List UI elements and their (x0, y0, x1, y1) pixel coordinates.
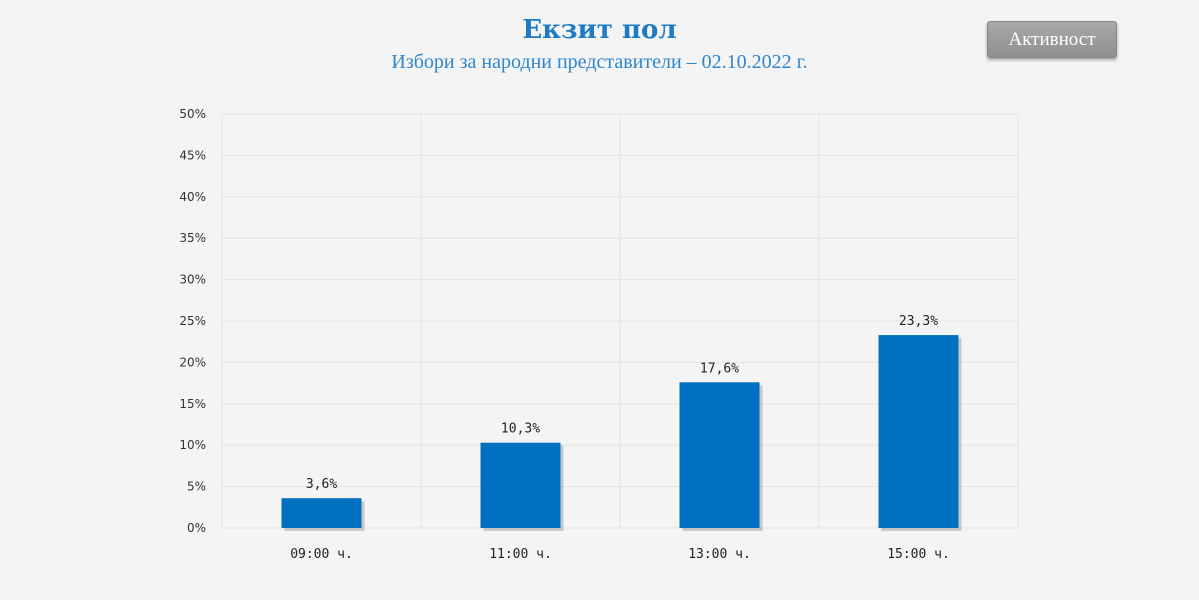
y-tick-label: 30% (179, 273, 206, 287)
y-tick-label: 50% (179, 107, 206, 121)
chart-subtitle: Избори за народни представители – 02.10.… (391, 51, 808, 73)
category-label: 13:00 ч. (688, 547, 751, 562)
y-tick-label: 25% (179, 314, 206, 328)
category-label: 11:00 ч. (489, 547, 552, 562)
bar (878, 335, 959, 528)
data-label: 23,3% (899, 314, 938, 329)
y-tick-label: 15% (179, 397, 206, 411)
data-label: 17,6% (700, 361, 739, 376)
data-labels: 3,6% 10,3% 17,6% 23,3% (306, 314, 938, 492)
bar (679, 382, 760, 528)
bar (480, 442, 561, 528)
y-tick-label: 40% (179, 190, 206, 204)
chart-title: Екзит пол (522, 15, 677, 45)
data-label: 10,3% (501, 422, 540, 437)
x-axis-categories: 09:00 ч. 11:00 ч. 13:00 ч. 15:00 ч. (290, 547, 950, 562)
category-label: 09:00 ч. (290, 547, 353, 562)
activity-button[interactable]: Активност (987, 21, 1117, 58)
category-label: 15:00 ч. (887, 547, 950, 562)
y-tick-label: 0% (187, 521, 206, 535)
bar (281, 498, 362, 528)
data-label: 3,6% (306, 477, 337, 492)
y-axis-ticks: 0% 5% 10% 15% 20% 25% 30% 35% 40% 45% 50% (179, 107, 206, 535)
y-tick-label: 5% (187, 480, 206, 494)
y-tick-label: 35% (179, 231, 206, 245)
y-tick-label: 45% (179, 148, 206, 162)
bars (281, 335, 962, 531)
y-tick-label: 20% (179, 355, 206, 369)
y-tick-label: 10% (179, 438, 206, 452)
